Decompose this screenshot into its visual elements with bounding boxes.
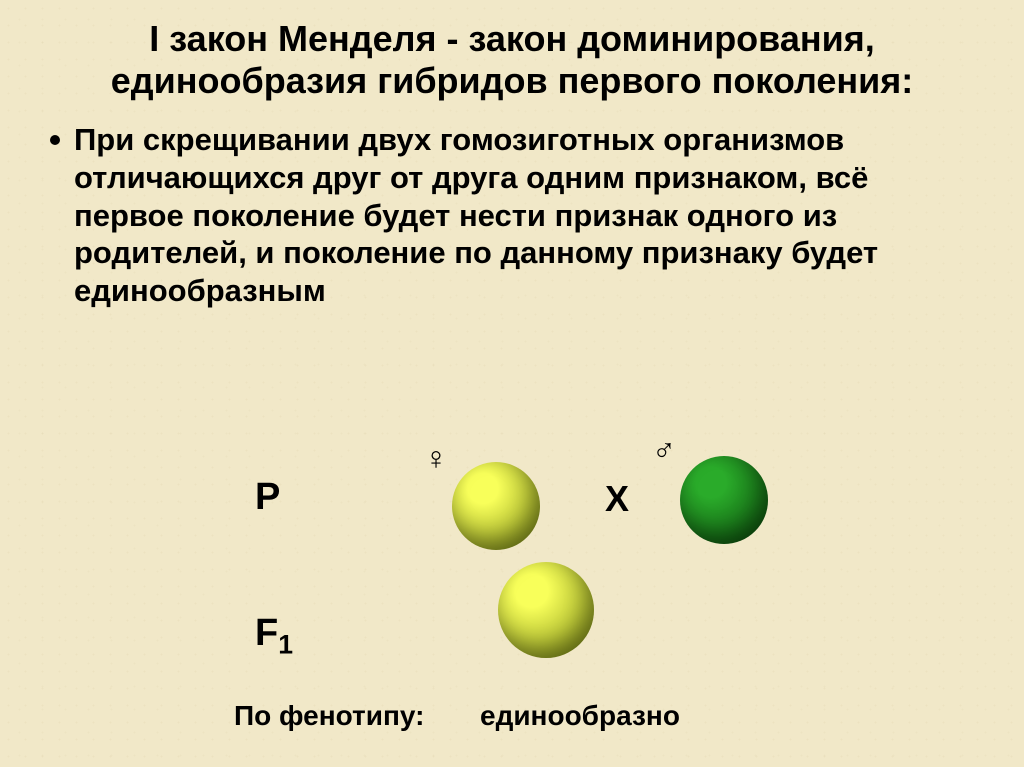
phenotype-label: По фенотипу:: [234, 700, 424, 732]
parent-generation-label: P: [255, 476, 280, 519]
male-parent-pea: [680, 456, 768, 544]
male-symbol-icon: ♂: [652, 432, 676, 469]
f1-subscript: 1: [278, 630, 293, 660]
slide: I закон Менделя - закон доминирования, е…: [0, 0, 1024, 767]
f1-generation-label: F1: [255, 612, 293, 661]
bullet-dot-icon: [50, 135, 60, 145]
bullet-text: При скрещивании двух гомозиготных органи…: [74, 121, 974, 310]
bullet-item: При скрещивании двух гомозиготных органи…: [50, 121, 974, 310]
slide-body: При скрещивании двух гомозиготных органи…: [50, 121, 974, 310]
female-parent-pea: [452, 462, 540, 550]
genetics-diagram: P F1 ♀ ♂ Х По фенотипу: единообразно: [0, 0, 1024, 767]
f1-prefix: F: [255, 612, 278, 654]
female-symbol-icon: ♀: [424, 440, 448, 477]
phenotype-value: единообразно: [480, 700, 680, 732]
slide-title: I закон Менделя - закон доминирования, е…: [50, 18, 974, 103]
f1-offspring-pea: [498, 562, 594, 658]
cross-symbol: Х: [605, 478, 629, 520]
